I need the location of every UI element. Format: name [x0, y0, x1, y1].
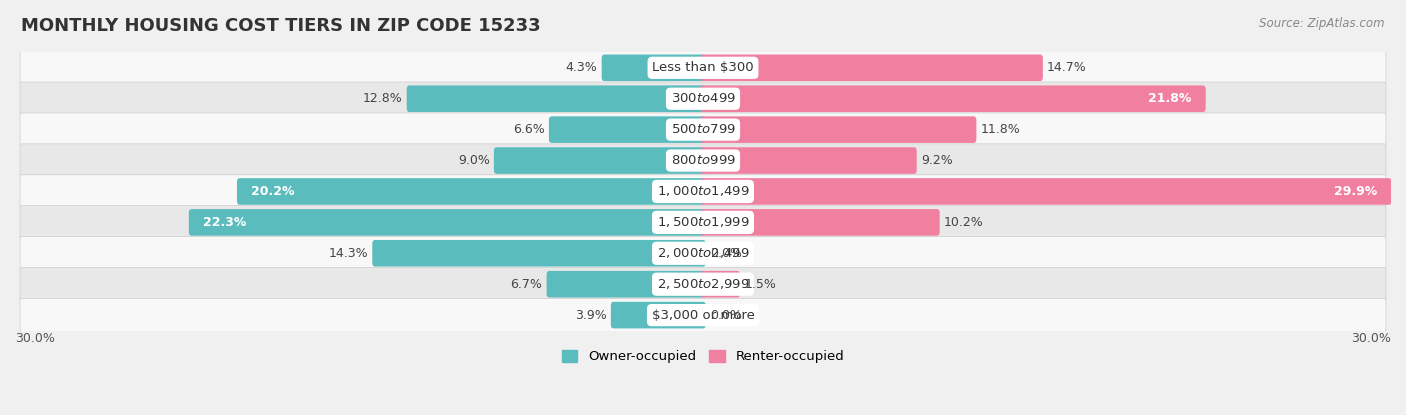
Text: 29.9%: 29.9%: [1334, 185, 1378, 198]
FancyBboxPatch shape: [373, 240, 706, 266]
Text: $1,000 to $1,499: $1,000 to $1,499: [657, 184, 749, 198]
FancyBboxPatch shape: [547, 271, 706, 298]
Text: $2,500 to $2,999: $2,500 to $2,999: [657, 277, 749, 291]
FancyBboxPatch shape: [188, 209, 706, 236]
FancyBboxPatch shape: [548, 116, 706, 143]
Text: 1.5%: 1.5%: [744, 278, 776, 290]
FancyBboxPatch shape: [700, 271, 740, 298]
FancyBboxPatch shape: [20, 113, 1386, 146]
Text: Source: ZipAtlas.com: Source: ZipAtlas.com: [1260, 17, 1385, 29]
FancyBboxPatch shape: [20, 144, 1386, 177]
FancyBboxPatch shape: [700, 85, 1206, 112]
FancyBboxPatch shape: [20, 82, 1386, 115]
FancyBboxPatch shape: [238, 178, 706, 205]
Text: $1,500 to $1,999: $1,500 to $1,999: [657, 215, 749, 229]
FancyBboxPatch shape: [700, 54, 1043, 81]
Text: 11.8%: 11.8%: [980, 123, 1021, 136]
FancyBboxPatch shape: [20, 268, 1386, 301]
FancyBboxPatch shape: [700, 116, 976, 143]
Text: $3,000 or more: $3,000 or more: [651, 309, 755, 322]
Text: 12.8%: 12.8%: [363, 92, 402, 105]
FancyBboxPatch shape: [700, 147, 917, 174]
Text: $2,000 to $2,499: $2,000 to $2,499: [657, 246, 749, 260]
Text: 30.0%: 30.0%: [15, 332, 55, 345]
Text: 6.6%: 6.6%: [513, 123, 544, 136]
Text: 9.0%: 9.0%: [458, 154, 489, 167]
Text: Less than $300: Less than $300: [652, 61, 754, 74]
Text: 14.3%: 14.3%: [329, 247, 368, 260]
Text: 0.0%: 0.0%: [710, 247, 742, 260]
FancyBboxPatch shape: [20, 175, 1386, 208]
FancyBboxPatch shape: [20, 206, 1386, 239]
Text: 20.2%: 20.2%: [252, 185, 295, 198]
Text: 14.7%: 14.7%: [1047, 61, 1087, 74]
FancyBboxPatch shape: [20, 298, 1386, 332]
FancyBboxPatch shape: [610, 302, 706, 328]
Text: 4.3%: 4.3%: [565, 61, 598, 74]
Text: 21.8%: 21.8%: [1149, 92, 1191, 105]
Text: 30.0%: 30.0%: [1351, 332, 1391, 345]
FancyBboxPatch shape: [700, 178, 1392, 205]
Text: 6.7%: 6.7%: [510, 278, 543, 290]
FancyBboxPatch shape: [20, 51, 1386, 85]
Text: $500 to $799: $500 to $799: [671, 123, 735, 136]
FancyBboxPatch shape: [602, 54, 706, 81]
Legend: Owner-occupied, Renter-occupied: Owner-occupied, Renter-occupied: [557, 344, 849, 369]
FancyBboxPatch shape: [406, 85, 706, 112]
Text: 3.9%: 3.9%: [575, 309, 606, 322]
FancyBboxPatch shape: [20, 237, 1386, 270]
Text: 9.2%: 9.2%: [921, 154, 953, 167]
Text: $800 to $999: $800 to $999: [671, 154, 735, 167]
FancyBboxPatch shape: [494, 147, 706, 174]
FancyBboxPatch shape: [700, 209, 939, 236]
Text: $300 to $499: $300 to $499: [671, 92, 735, 105]
Text: MONTHLY HOUSING COST TIERS IN ZIP CODE 15233: MONTHLY HOUSING COST TIERS IN ZIP CODE 1…: [21, 17, 541, 34]
Text: 22.3%: 22.3%: [202, 216, 246, 229]
Text: 0.0%: 0.0%: [710, 309, 742, 322]
Text: 10.2%: 10.2%: [943, 216, 984, 229]
